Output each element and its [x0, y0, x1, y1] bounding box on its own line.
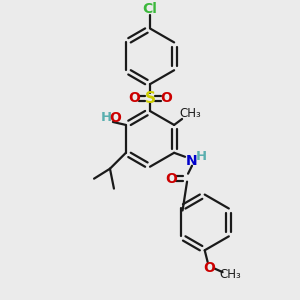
Text: O: O — [165, 172, 177, 186]
Text: N: N — [186, 154, 198, 168]
Text: H: H — [100, 112, 112, 124]
Text: CH₃: CH₃ — [220, 268, 242, 281]
Text: S: S — [145, 91, 155, 106]
Text: CH₃: CH₃ — [179, 106, 201, 119]
Text: O: O — [128, 91, 140, 105]
Text: O: O — [109, 111, 121, 125]
Text: Cl: Cl — [142, 2, 158, 16]
Text: O: O — [204, 261, 216, 275]
Text: H: H — [195, 150, 206, 163]
Text: O: O — [160, 91, 172, 105]
